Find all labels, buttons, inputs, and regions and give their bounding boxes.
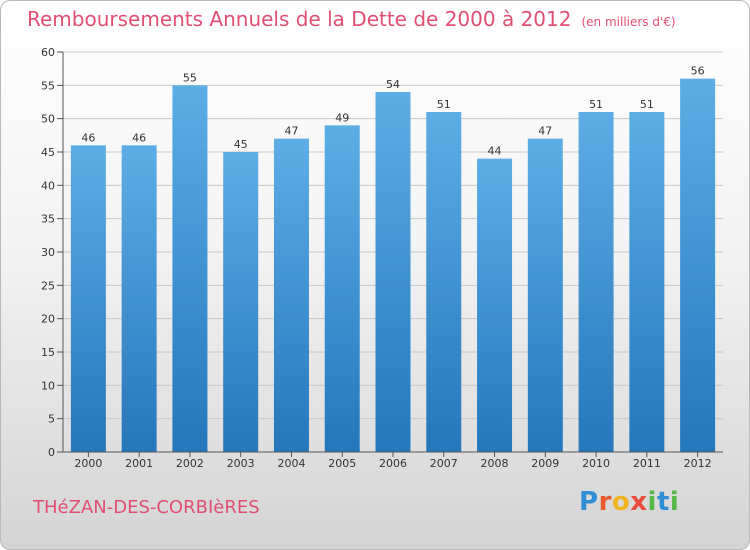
bar-2006[interactable] bbox=[375, 92, 411, 452]
bar-labels: 46 46 55 45 47 49 54 51 44 47 51 51 56 bbox=[81, 65, 704, 158]
logo-letter: o bbox=[611, 487, 631, 517]
bar-2004[interactable] bbox=[273, 138, 309, 452]
y-tick-label: 55 bbox=[41, 79, 55, 92]
y-tick-label: 0 bbox=[48, 446, 55, 459]
y-tick-label: 50 bbox=[41, 113, 55, 126]
bar-value-label: 46 bbox=[132, 131, 146, 144]
bar-2012[interactable] bbox=[680, 78, 716, 453]
y-tick-label: 10 bbox=[41, 379, 55, 392]
x-tick-label: 2009 bbox=[531, 457, 559, 470]
x-tick-label: 2006 bbox=[379, 457, 407, 470]
unit-label: (en milliers d'€) bbox=[581, 15, 676, 29]
logo-letter: r bbox=[598, 487, 612, 517]
x-axis: 2000 2001 2002 2003 2004 2005 2006 2007 2008 2009… bbox=[63, 451, 723, 470]
bar-value-label: 45 bbox=[234, 138, 248, 151]
y-axis: 0 5 10 15 20 25 30 35 40 45 50 55 60 bbox=[41, 46, 64, 459]
bar-2005[interactable] bbox=[324, 125, 360, 452]
bar-value-label: 47 bbox=[538, 125, 552, 138]
y-tick-label: 35 bbox=[41, 213, 55, 226]
y-tick-label: 5 bbox=[48, 413, 55, 426]
y-tick-label: 20 bbox=[41, 313, 55, 326]
x-tick-label: 2011 bbox=[633, 457, 661, 470]
bar-value-label: 44 bbox=[488, 145, 502, 158]
y-tick-label: 25 bbox=[41, 279, 55, 292]
y-tick-label: 15 bbox=[41, 346, 55, 359]
bar-2002[interactable] bbox=[172, 85, 208, 452]
bar-2001[interactable] bbox=[121, 145, 157, 453]
bar-value-label: 56 bbox=[691, 65, 705, 78]
bar-2011[interactable] bbox=[629, 112, 665, 452]
bar-value-label: 47 bbox=[284, 125, 298, 138]
x-tick-label: 2004 bbox=[277, 457, 305, 470]
y-tick-label: 60 bbox=[41, 46, 55, 59]
bar-2000[interactable] bbox=[70, 145, 106, 453]
x-tick-label: 2001 bbox=[125, 457, 153, 470]
x-tick-label: 2008 bbox=[481, 457, 509, 470]
bar-2008[interactable] bbox=[477, 158, 513, 452]
logo-letter: i bbox=[669, 487, 680, 517]
x-tick-label: 2007 bbox=[430, 457, 458, 470]
bar-value-label: 51 bbox=[589, 98, 603, 111]
bar-value-label: 51 bbox=[640, 98, 654, 111]
x-tick-label: 2000 bbox=[74, 457, 102, 470]
x-tick-label: 2003 bbox=[227, 457, 255, 470]
bar-2010[interactable] bbox=[578, 112, 614, 452]
x-tick-label: 2012 bbox=[684, 457, 712, 470]
bar-2009[interactable] bbox=[527, 138, 563, 452]
bar-value-label: 49 bbox=[335, 111, 349, 124]
y-tick-label: 30 bbox=[41, 246, 55, 259]
bar-value-label: 55 bbox=[183, 71, 197, 84]
logo-letter: i bbox=[647, 487, 657, 517]
logo-letter: P bbox=[579, 487, 599, 517]
proxiti-logo[interactable]: Proxiti bbox=[579, 487, 679, 517]
y-tick-label: 40 bbox=[41, 179, 55, 192]
bar-2003[interactable] bbox=[223, 152, 259, 452]
bar-value-label: 54 bbox=[386, 78, 400, 91]
logo-letter: t bbox=[656, 487, 670, 517]
chart-title-text: Remboursements Annuels de la Dette de 20… bbox=[27, 7, 572, 31]
x-tick-label: 2005 bbox=[328, 457, 356, 470]
x-tick-label: 2002 bbox=[176, 457, 204, 470]
commune-name: THéZAN-DES-CORBIèRES bbox=[33, 497, 260, 518]
chart-title: Remboursements Annuels de la Dette de 20… bbox=[27, 7, 676, 31]
y-tick-label: 45 bbox=[41, 146, 55, 159]
x-tick-label: 2010 bbox=[582, 457, 610, 470]
bar-2007[interactable] bbox=[426, 112, 462, 452]
bars bbox=[70, 78, 716, 453]
bar-value-label: 51 bbox=[437, 98, 451, 111]
logo-letter: x bbox=[630, 487, 648, 517]
bar-value-label: 46 bbox=[81, 131, 95, 144]
